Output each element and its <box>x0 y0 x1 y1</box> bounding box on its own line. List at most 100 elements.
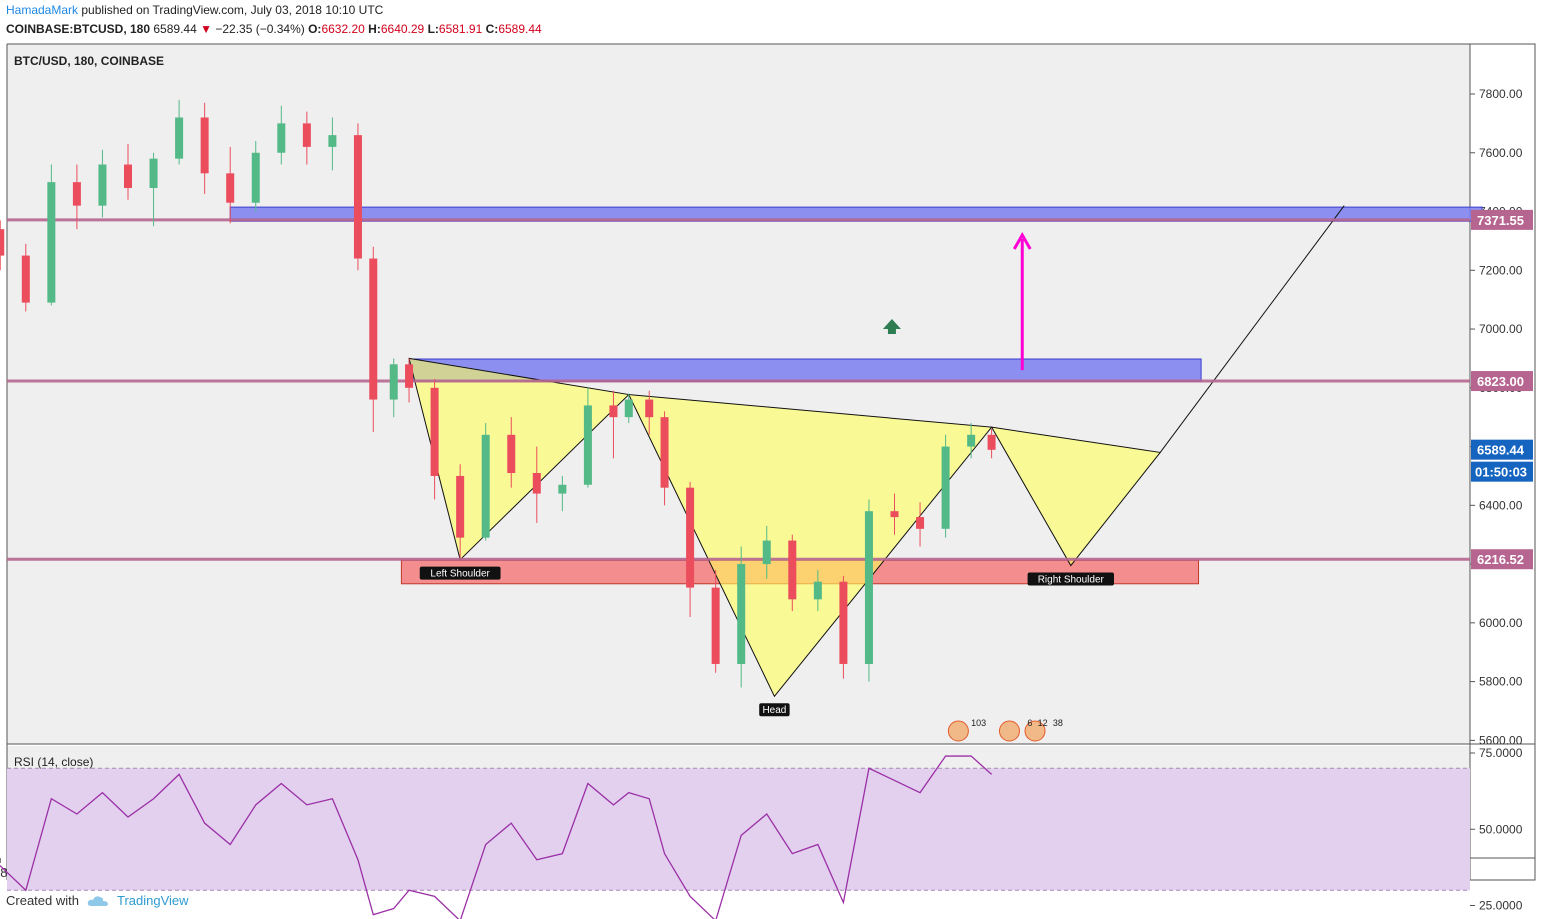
candle-body <box>645 399 654 418</box>
rsi-tick-label: 75.0000 <box>1479 746 1523 760</box>
last-price-value: 6589.44 <box>153 22 197 36</box>
candle-body <box>72 182 81 206</box>
candle-body <box>609 405 618 418</box>
y-tick-label: 5600.00 <box>1479 733 1523 747</box>
y-tick-label: 6400.00 <box>1479 498 1523 512</box>
y-tick-label: 7200.00 <box>1479 263 1523 277</box>
pattern-label: Left Shoulder <box>430 569 490 580</box>
candle-body <box>98 164 107 206</box>
projection-line <box>1159 205 1345 453</box>
candle-body <box>890 511 899 518</box>
candle-body <box>430 387 439 476</box>
candle-body <box>532 473 541 494</box>
y-tick-label: 7600.00 <box>1479 146 1523 160</box>
low-label: L: <box>427 22 439 36</box>
event-flag-icon <box>1024 720 1046 742</box>
last-price-label: 6589.44 <box>1477 443 1525 458</box>
candle-body <box>941 446 950 529</box>
symbol-label: COINBASE:BTCUSD, 180 <box>6 22 151 36</box>
candle-body <box>226 173 235 203</box>
candle-body <box>200 117 209 174</box>
candle-body <box>21 255 30 303</box>
event-flag-icon <box>998 720 1020 742</box>
candle-body <box>47 182 56 303</box>
right-shoulder-triangle <box>990 426 1162 567</box>
candle-body <box>405 364 414 388</box>
pattern-label: Right Shoulder <box>1038 574 1105 585</box>
y-tick-label: 6000.00 <box>1479 616 1523 630</box>
candle-body <box>149 158 158 189</box>
y-tick-label: 5800.00 <box>1479 675 1523 689</box>
price-level-tag <box>1471 209 1533 230</box>
event-count-label: 103 <box>971 718 986 728</box>
candle-body <box>813 581 822 600</box>
y-tick-label: 7800.00 <box>1479 87 1523 101</box>
high-label: H: <box>368 22 381 36</box>
candle-body <box>686 487 695 588</box>
candle-body <box>967 434 976 447</box>
chart-title: BTC/USD, 180, COINBASE <box>14 54 164 68</box>
pattern-label-box <box>1027 572 1114 586</box>
change-value: −22.35 (−0.34%) <box>215 22 305 36</box>
open-label: O: <box>308 22 322 36</box>
countdown-label: 01:50:03 <box>1475 465 1527 480</box>
last-price-tag <box>1471 439 1533 460</box>
target-arrow-head <box>1012 232 1032 250</box>
publish-info: HamadaMark published on TradingView.com,… <box>6 3 383 17</box>
candle-body <box>0 229 5 256</box>
countdown-tag <box>1471 461 1533 482</box>
price-level-label: 7371.55 <box>1477 213 1524 228</box>
close-value: 6589.44 <box>498 22 542 36</box>
candle-body <box>839 581 848 664</box>
rsi-line <box>0 755 993 919</box>
up-arrow-icon <box>882 318 901 334</box>
candle-body <box>864 511 873 664</box>
candle-body <box>737 564 746 664</box>
x-tick-label: 28 <box>0 865 7 880</box>
close-label: C: <box>485 22 499 36</box>
candle-body <box>624 399 633 418</box>
low-value: 6581.91 <box>438 22 483 36</box>
price-level-label: 6216.52 <box>1477 552 1524 567</box>
footer: Created with TradingView <box>6 893 189 908</box>
candle-body <box>456 475 465 538</box>
price-level-label: 6823.00 <box>1477 374 1524 389</box>
candle-body <box>916 517 925 529</box>
open-value: 6632.20 <box>321 22 365 36</box>
candle-body <box>124 164 132 189</box>
pattern-label-box <box>759 703 790 717</box>
candle-body <box>987 434 996 450</box>
tradingview-link[interactable]: TradingView <box>116 893 189 908</box>
event-count-label: 12 <box>1038 718 1048 728</box>
author-link[interactable]: HamadaMark <box>6 3 79 17</box>
candle-body <box>762 540 771 565</box>
candle-body <box>277 123 286 153</box>
candle-body <box>302 123 311 147</box>
price-level-tag <box>1471 549 1533 570</box>
candle-body <box>558 484 567 494</box>
price-level-tag <box>1471 371 1533 392</box>
event-count-label: 38 <box>1053 718 1063 728</box>
candle-body <box>389 364 398 400</box>
change-down-icon: ▼ <box>200 22 212 36</box>
published-text: published on TradingView.com, July 03, 2… <box>81 3 384 17</box>
candle-body <box>353 135 362 259</box>
candle-body <box>328 135 337 147</box>
high-value: 6640.29 <box>380 22 425 36</box>
head-triangle <box>627 393 993 698</box>
created-with-label: Created with <box>6 893 79 908</box>
candle-body <box>507 434 516 474</box>
candle-body <box>369 258 378 400</box>
event-count-label: 6 <box>1027 718 1032 728</box>
candle-body <box>175 117 184 159</box>
candle-body <box>481 434 490 538</box>
event-flag-icon <box>947 720 969 742</box>
candle-body <box>711 587 720 664</box>
tradingview-cloud-icon <box>87 895 108 906</box>
pattern-label-box <box>419 566 501 580</box>
y-tick-label: 7000.00 <box>1479 322 1523 336</box>
candle-body <box>251 152 260 203</box>
rsi-label: RSI (14, close) <box>14 755 93 769</box>
candle-body <box>583 405 592 485</box>
